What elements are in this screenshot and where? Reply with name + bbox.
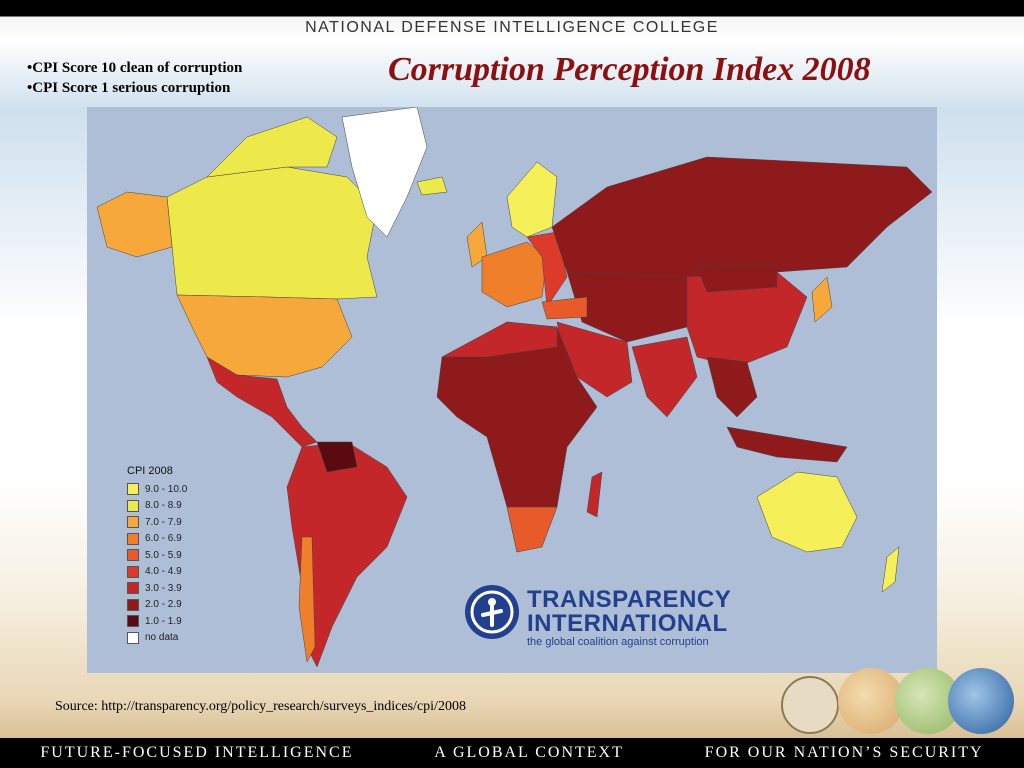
legend-label: 1.0 - 1.9 [145,615,182,627]
south-africa-region [506,506,558,553]
legend-swatch [127,499,139,512]
legend-label: 9.0 - 10.0 [145,483,188,495]
canada-region [166,166,378,300]
legend-item: no data [127,630,187,647]
legend-label: 7.0 - 7.9 [145,516,182,528]
note-corrupt: •CPI Score 1 serious corruption [27,80,231,96]
top-banner [0,0,1024,40]
madagascar-region [586,471,603,518]
venezuela-region [316,441,358,473]
chile-region [298,536,316,663]
legend-title: CPI 2008 [127,465,173,477]
legend-item: 1.0 - 1.9 [127,613,187,630]
indonesia-region [726,426,848,463]
legend-label: 5.0 - 5.9 [145,549,182,561]
legend-swatch [127,582,139,595]
iceland-region [416,176,448,196]
legend-item: 9.0 - 10.0 [127,481,187,498]
legend-item: 6.0 - 6.9 [127,531,187,548]
world-map-drawing [96,107,933,668]
legend-swatch [127,631,139,644]
australia-region [756,471,858,553]
southeast-asia-region [706,356,758,418]
cpi-legend: CPI 2008 9.0 - 10.0 8.0 - 8.9 7.0 - 7.9 6.0… [127,465,187,646]
legend-label: 8.0 - 8.9 [145,500,182,512]
globe-icon-3 [948,668,1014,734]
legend-label: 6.0 - 6.9 [145,533,182,545]
globe-icon-1 [838,668,904,734]
mongolia-region [696,264,778,293]
college-seal [781,676,839,734]
legend-item: 3.0 - 3.9 [127,580,187,597]
ti-globe-icon [465,585,519,639]
note-clean: •CPI Score 10 clean of corruption [27,60,243,76]
footer-item-2: A GLOBAL CONTEXT [434,744,624,761]
south-america-region [286,441,408,668]
cpi-notes: •CPI Score 10 clean of corruption •CPI S… [27,58,242,98]
legend-item: 5.0 - 5.9 [127,547,187,564]
slide-title: Corruption Perception Index 2008 [388,51,871,88]
scandinavia-region [506,161,558,238]
alaska-region [96,191,173,258]
turkey-region [541,296,588,320]
transparency-international-logo: TRANSPARENCY INTERNATIONAL the global co… [465,583,765,653]
north-africa-region [441,321,558,358]
ti-line2: INTERNATIONAL [527,610,728,637]
western-europe-region [481,241,548,308]
india-region [631,336,698,418]
legend-label: 3.0 - 3.9 [145,582,182,594]
legend-swatch [127,615,139,628]
legend-label: 2.0 - 2.9 [145,599,182,611]
legend-item: 7.0 - 7.9 [127,514,187,531]
legend-item: 4.0 - 4.9 [127,564,187,581]
new-zealand-region [881,546,900,593]
legend-item: 8.0 - 8.9 [127,498,187,515]
legend-label: no data [145,632,179,644]
legend-rows: 9.0 - 10.0 8.0 - 8.9 7.0 - 7.9 6.0 - 6.9 5.0… [127,481,187,646]
college-name: NATIONAL DEFENSE INTELLIGENCE COLLEGE [305,19,719,36]
legend-swatch [127,532,139,545]
legend-swatch [127,598,139,611]
usa-region [176,294,353,378]
eastern-europe-region [526,231,568,308]
legend-swatch [127,516,139,529]
legend-swatch [127,483,139,496]
legend-item: 2.0 - 2.9 [127,597,187,614]
japan-region [811,276,833,323]
footer-item-3: FOR OUR NATION’S SECURITY [704,744,984,761]
legend-label: 4.0 - 4.9 [145,566,182,578]
legend-swatch [127,549,139,562]
source-citation: Source: http://transparency.org/policy_r… [55,699,466,714]
arctic-islands [206,116,338,178]
world-map: CPI 2008 9.0 - 10.0 8.0 - 8.9 7.0 - 7.9 6.0… [87,107,937,673]
legend-swatch [127,565,139,578]
russia-region [551,156,933,283]
ti-tagline: the global coalition against corruption [527,636,709,648]
footer-bar: FUTURE-FOCUSED INTELLIGENCE A GLOBAL CON… [0,738,1024,768]
greenland-region [341,107,428,238]
china-region [686,271,808,368]
ti-line1: TRANSPARENCY [527,586,732,613]
footer-item-1: FUTURE-FOCUSED INTELLIGENCE [40,744,354,761]
